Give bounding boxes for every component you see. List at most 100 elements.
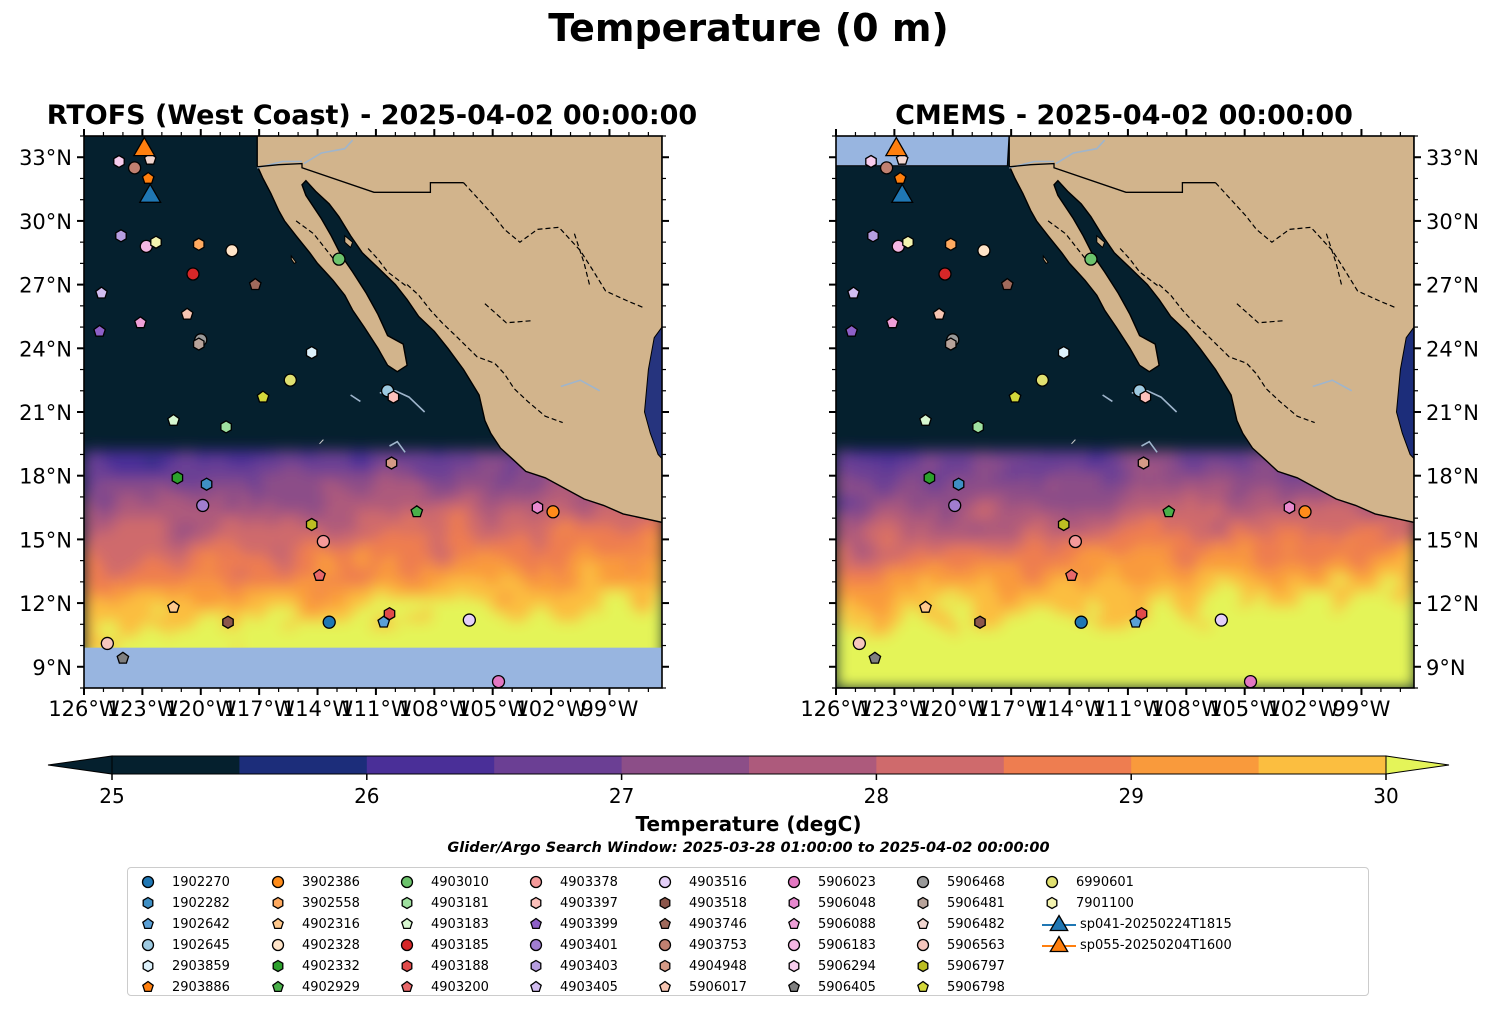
lon-tick-label: 111°W	[340, 697, 412, 721]
platform-4903200	[313, 568, 326, 581]
legend-item-5906294: 5906294	[784, 956, 876, 976]
map-plot-area	[84, 136, 662, 688]
legend-marker-circle	[916, 938, 930, 952]
colorbar-under-extension	[47, 755, 113, 775]
legend-symbol	[658, 938, 672, 952]
platform-4904948	[385, 456, 398, 470]
platform-4903516	[1214, 613, 1228, 627]
platform-5906023	[1243, 674, 1258, 688]
platform-6990601	[283, 373, 297, 387]
platform-5906405	[868, 651, 882, 664]
lon-tick-label: 114°W	[282, 697, 354, 721]
legend-symbol	[141, 938, 155, 952]
platform-4902316	[919, 600, 932, 613]
lat-tick-label: 33°N	[19, 146, 72, 170]
legend-label: 3902386	[302, 874, 360, 890]
platform-4903516	[462, 613, 476, 627]
platform-4903397	[1139, 390, 1152, 404]
legend-label: 4903403	[560, 958, 618, 974]
legend-marker-hexagon	[272, 896, 284, 910]
platform-sp041-20250224T1815	[890, 183, 914, 203]
legend-symbol	[916, 875, 930, 889]
legend-symbol	[271, 875, 285, 889]
legend-label: 4903397	[560, 895, 618, 911]
legend-item-4903010: 4903010	[397, 872, 489, 892]
figure-suptitle: Temperature (0 m)	[548, 6, 949, 50]
platform-4903403	[115, 229, 127, 243]
legend-item-4903188: 4903188	[397, 956, 489, 976]
platform-4903753	[127, 161, 142, 175]
lon-tick-label: 105°W	[457, 697, 529, 721]
legend-label: 1902645	[172, 937, 230, 953]
colorbar-segment	[494, 756, 623, 774]
mexico-landmass	[1008, 136, 1414, 524]
platform-4903378	[316, 534, 331, 549]
legend-label: 3902558	[302, 895, 360, 911]
legend-symbol	[788, 896, 800, 910]
legend-label: 4903399	[560, 916, 618, 932]
state-boundary	[1325, 233, 1343, 287]
colorbar-over-extension	[1385, 755, 1450, 775]
legend-marker-circle	[529, 938, 543, 952]
legend-item-5906468: 5906468	[913, 872, 1005, 892]
legend-symbol	[142, 959, 154, 973]
legend-symbol	[142, 980, 154, 993]
legend-label: 4903181	[431, 895, 489, 911]
legend-symbol	[1049, 935, 1069, 953]
platform-3902558	[944, 237, 957, 252]
international-border	[1009, 162, 1216, 193]
river-line	[350, 394, 361, 403]
legend-marker-circle	[271, 938, 285, 952]
platform-4903746	[248, 277, 262, 291]
platform-5906798	[1008, 390, 1022, 403]
lon-tick-label: 126°W	[800, 697, 872, 721]
legend-marker-pentagon	[788, 917, 800, 930]
state-boundary	[1215, 182, 1397, 309]
field-speck	[319, 439, 324, 445]
legend-label: 5906481	[947, 895, 1005, 911]
platform-5906798	[256, 390, 270, 403]
lon-tick-label: 120°W	[165, 697, 237, 721]
lat-tick-label: 27°N	[1426, 274, 1479, 298]
legend-symbol	[272, 980, 284, 993]
platform-5906797	[305, 517, 318, 532]
platform-sp055-20250204T1600	[132, 136, 156, 157]
legend-marker-pentagon	[142, 917, 154, 930]
legend-item-4903753: 4903753	[655, 935, 747, 955]
platform-2903886	[893, 171, 907, 184]
state-boundary	[1236, 303, 1284, 324]
legend-marker-circle	[658, 938, 672, 952]
legend-item-4902316: 4902316	[268, 914, 360, 934]
lat-tick-label: 24°N	[1426, 337, 1479, 361]
legend-label: 2903859	[172, 958, 230, 974]
platform-4903010	[1084, 252, 1098, 266]
legend-label: 4903188	[431, 958, 489, 974]
legend-symbol	[529, 875, 543, 889]
platform-4903403	[867, 229, 879, 243]
legend-marker-pentagon	[917, 980, 929, 993]
platform-legend: 1902270 1902282 1902642 1902645 2903859 29038…	[127, 867, 1369, 996]
legend-marker-pentagon	[401, 980, 413, 993]
lon-tick-label: 99°W	[580, 697, 638, 721]
legend-marker-hexagon	[142, 896, 154, 910]
colorbar-segment	[876, 756, 1005, 774]
colorbar: 25 26 27 28 29 30	[47, 755, 1450, 808]
map-plot-area	[836, 136, 1414, 688]
map-ticks: 126°W123°W120°W117°W114°W111°W108°W105°W…	[800, 129, 1479, 721]
mexico-landmass	[256, 136, 662, 524]
lon-tick-label: 108°W	[1151, 697, 1223, 721]
legend-marker-circle	[400, 938, 414, 952]
legend-marker-circle	[271, 875, 285, 889]
platform-4903181	[220, 420, 232, 434]
legend-symbol	[787, 875, 801, 889]
legend-marker-circle	[658, 875, 672, 889]
legend-label: 4903405	[560, 979, 618, 995]
legend-item-5906563: 5906563	[913, 935, 1005, 955]
legend-item-1902645: 1902645	[138, 935, 230, 955]
lon-tick-label: 126°W	[48, 697, 120, 721]
colorbar-segment	[239, 756, 368, 774]
platform-4903010	[332, 252, 346, 266]
platform-4902328	[977, 243, 991, 258]
legend-label: 4902332	[302, 958, 360, 974]
platform-4903401	[196, 498, 210, 513]
